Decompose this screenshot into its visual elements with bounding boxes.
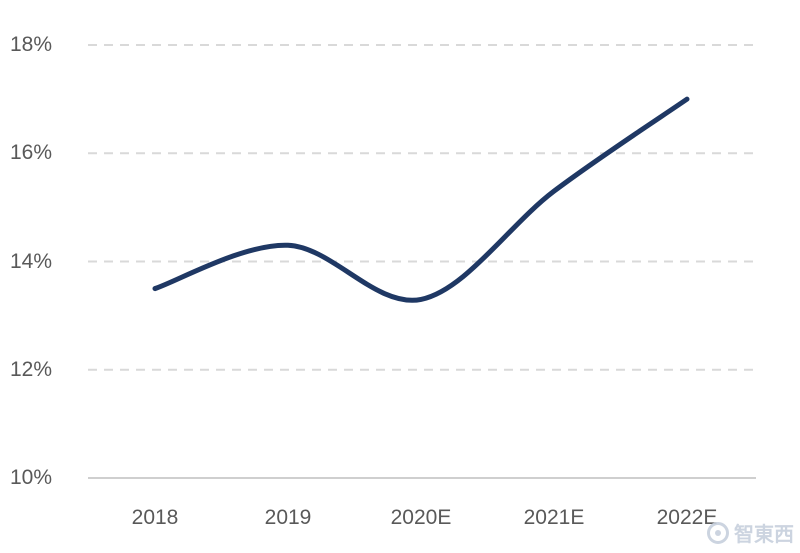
x-axis-tick-label: 2021E bbox=[523, 506, 585, 529]
x-axis-tick-label: 2018 bbox=[131, 506, 179, 529]
x-axis-tick-label: 2022E bbox=[656, 506, 718, 529]
y-axis-tick-label: 16% bbox=[10, 141, 53, 164]
y-axis-tick-label: 12% bbox=[10, 358, 53, 381]
y-axis-tick-label: 10% bbox=[10, 466, 53, 489]
series-line bbox=[152, 96, 690, 303]
x-axis-tick-label: 2020E bbox=[390, 506, 452, 529]
y-axis-tick-label: 18% bbox=[10, 33, 53, 56]
y-axis-tick-label: 14% bbox=[10, 250, 53, 273]
x-axis-tick-label: 2019 bbox=[264, 506, 312, 529]
